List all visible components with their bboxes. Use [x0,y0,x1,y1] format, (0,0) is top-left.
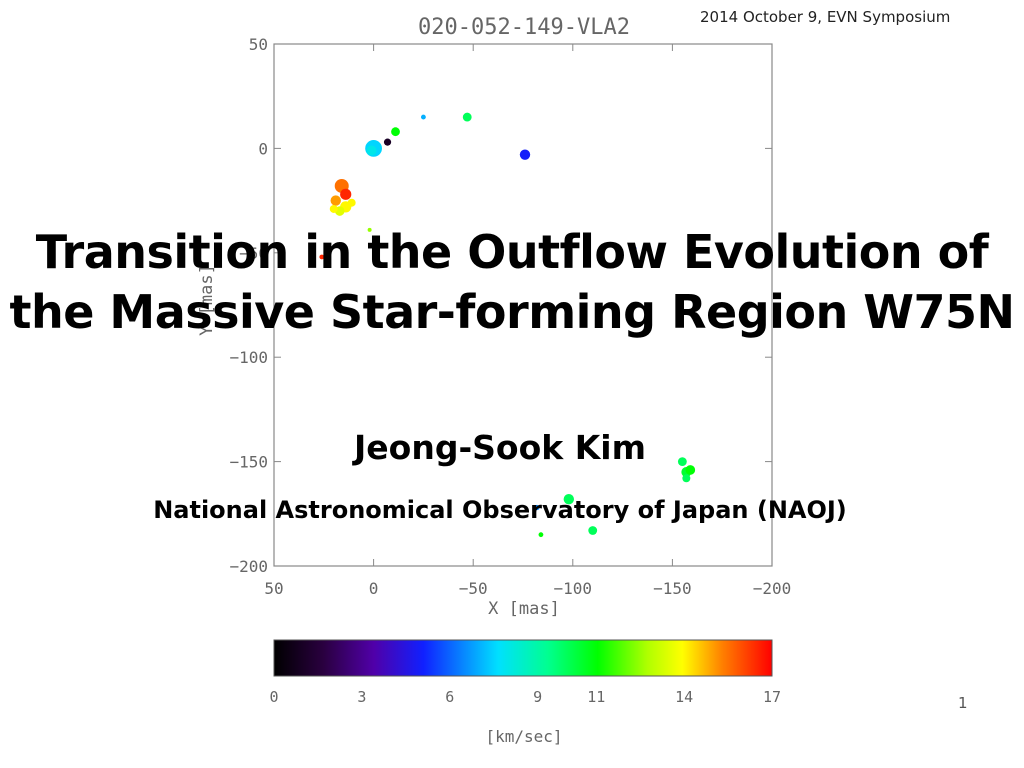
slide-title: Transition in the Outflow Evolution of t… [0,222,1024,342]
maser-spot [367,227,372,232]
y-tick-label: 0 [258,139,268,158]
maser-spot [519,149,531,160]
x-tick-label: −50 [459,579,488,598]
x-tick-label: 0 [369,579,379,598]
maser-spot [588,526,598,535]
title-line-1: Transition in the Outflow Evolution of [35,225,989,279]
colorbar-tick-label: 9 [533,688,542,706]
maser-spot [340,188,352,200]
maser-spot [391,127,400,137]
maser-spot [383,138,392,146]
maser-spot [682,474,691,483]
maser-spot [563,493,575,505]
event-date: 2014 October 9, EVN Symposium [700,8,951,26]
title-line-2: the Massive Star-forming Region W75N [9,285,1015,339]
colorbar-label: [km/sec] [485,727,562,746]
x-tick-label: 50 [264,579,283,598]
colorbar-tick-label: 14 [675,688,693,706]
x-tick-label: −150 [653,579,692,598]
x-tick-label: −100 [554,579,593,598]
maser-spot [538,532,544,538]
chart-title: 020-052-149-VLA2 [418,15,630,40]
maser-spot [329,204,338,213]
maser-spot [632,246,637,251]
affiliation: National Astronomical Observatory of Jap… [153,496,847,524]
maser-spot [677,457,687,466]
maser-spot [347,198,356,207]
maser-spot [330,195,341,206]
y-tick-label: −100 [229,348,268,367]
y-tick-label: −150 [229,453,268,472]
maser-spot [366,145,377,156]
maser-spot [534,504,540,511]
colorbar-tick-label: 11 [587,688,605,706]
x-tick-label: −200 [753,579,792,598]
plot-frame [273,43,773,567]
y-tick-label: −200 [229,557,268,576]
author-name: Jeong-Sook Kim [354,428,646,467]
maser-spot [319,254,325,260]
y-axis-label: Y [mas] [197,264,217,336]
colorbar-tick-label: 0 [269,688,278,706]
maser-spot [462,112,472,122]
colorbar-tick-label: 3 [357,688,366,706]
colorbar-tick-label: 17 [763,688,781,706]
page-number: 1 [958,694,968,712]
maser-spot [685,465,696,475]
y-tick-label: 50 [249,35,268,54]
colorbar [273,639,773,677]
x-axis-label: X [mas] [488,599,560,619]
colorbar-tick-label: 6 [445,688,454,706]
maser-spot [421,114,426,120]
y-tick-label: −50 [239,244,268,263]
